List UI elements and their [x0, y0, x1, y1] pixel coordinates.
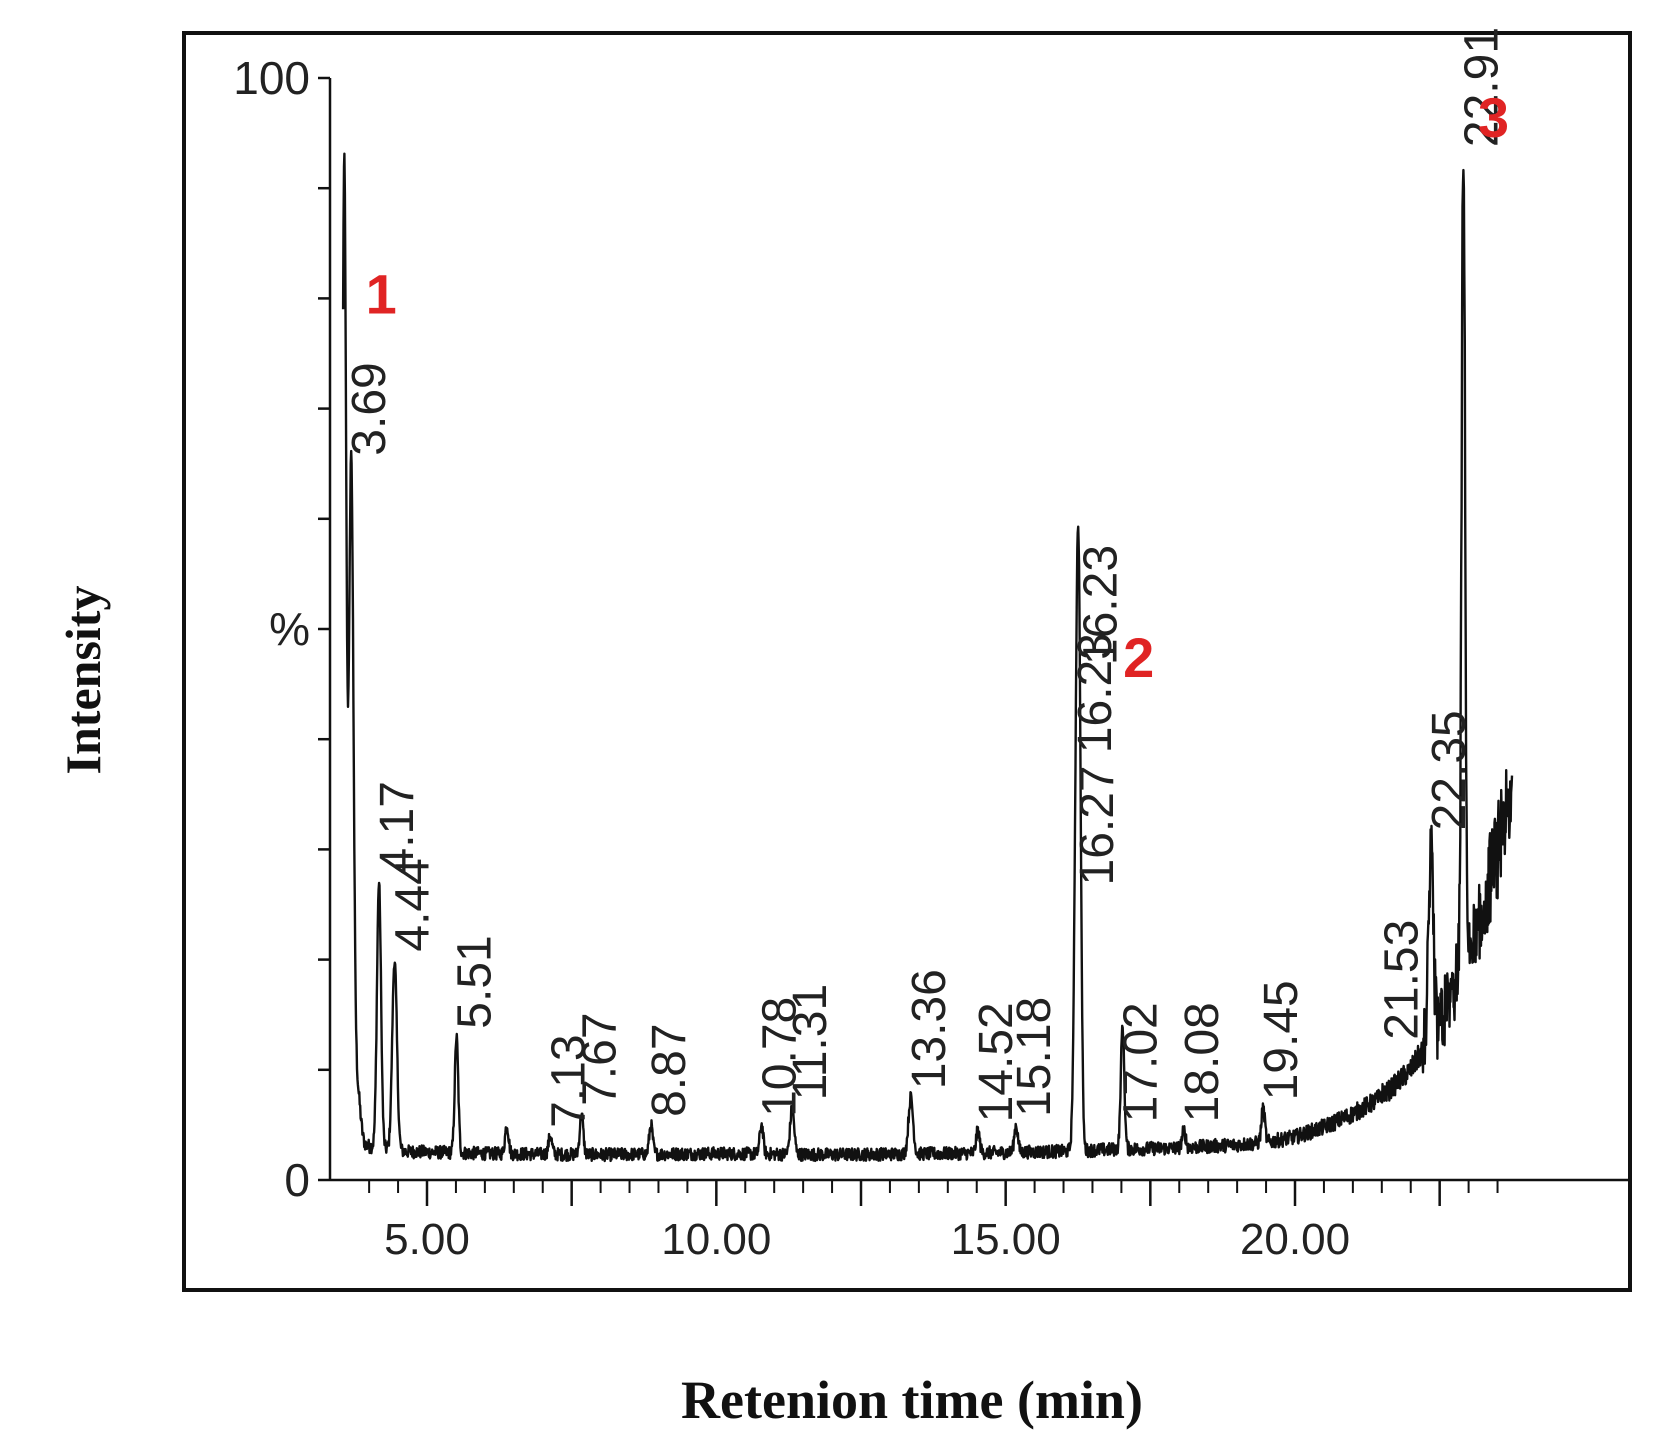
peak-label: 13.36	[903, 969, 956, 1089]
peak-label: 5.51	[449, 935, 502, 1028]
y-tick-label: %	[269, 603, 310, 655]
peak-label: 7.67	[574, 1012, 627, 1105]
peak-label: 15.18	[1008, 997, 1061, 1117]
peak-label: 11.31	[784, 984, 837, 1101]
x-tick-label: 15.00	[951, 1215, 1061, 1264]
peak-label: 3.69	[343, 362, 396, 455]
peak-label: 17.02	[1115, 1002, 1168, 1122]
y-tick-label: 100	[233, 52, 310, 104]
peak-annotations: 1 2 3	[366, 86, 1509, 689]
y-axis-title: Intensity	[55, 586, 111, 775]
peak-label: 10.78	[754, 997, 807, 1117]
peak-annotation-2: 2	[1123, 626, 1154, 689]
peak-label: 21.53	[1376, 920, 1429, 1040]
peak-label: 22.35	[1423, 710, 1476, 830]
peak-label: 16.23	[1075, 545, 1128, 665]
chart-frame	[182, 31, 1632, 1292]
peak-label: 19.45	[1255, 980, 1308, 1100]
peak-label: 4.44	[387, 858, 440, 951]
peak-label: 16.23	[1069, 633, 1122, 753]
chromatogram-trace	[341, 152, 1514, 1163]
peak-annotation-1: 1	[366, 262, 397, 325]
peak-label: 18.08	[1176, 1002, 1229, 1122]
peak-label: 4.17	[371, 781, 424, 874]
x-axis-title: Retenion time (min)	[681, 1370, 1143, 1430]
series-layer	[341, 152, 1514, 1163]
peak-label: 14.52	[970, 1002, 1023, 1122]
peak-label: 22.91	[1455, 27, 1508, 147]
peak-annotation-3: 3	[1478, 86, 1509, 149]
peak-label: 16.27	[1071, 765, 1124, 885]
x-tick-label: 5.00	[384, 1215, 470, 1264]
x-tick-label: 20.00	[1240, 1215, 1350, 1264]
peak-label: 8.87	[643, 1023, 696, 1116]
y-axis-ticks: 0% 100	[233, 52, 330, 1206]
peak-label: 7.13	[542, 1034, 595, 1127]
x-tick-label: 10.00	[661, 1215, 771, 1264]
x-axis-ticks: 5.00 10.00 15.00 20.00	[368, 1180, 1499, 1264]
y-tick-label: 0	[284, 1154, 310, 1206]
